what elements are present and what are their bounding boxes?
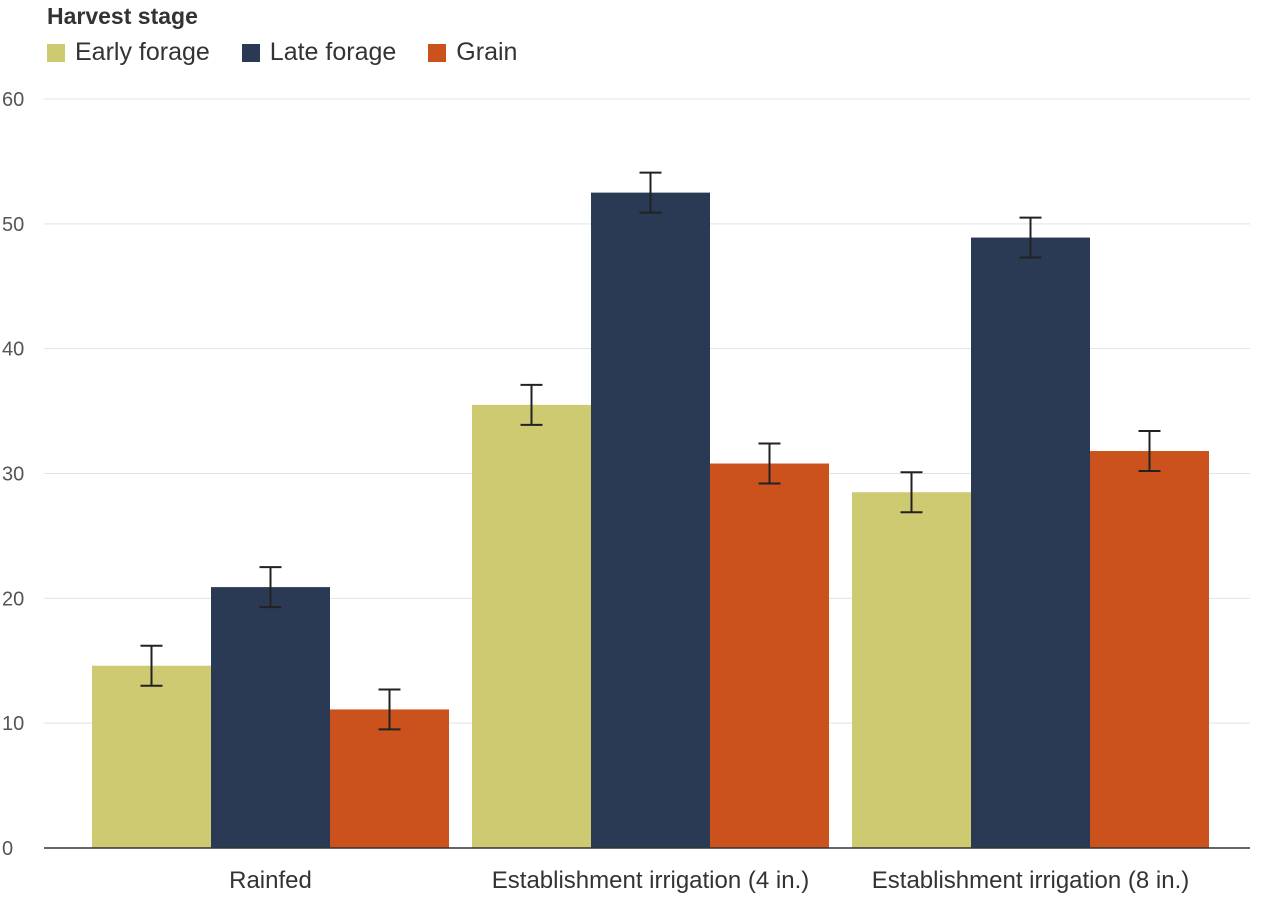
bar bbox=[92, 665, 211, 848]
legend-items: Early forage Late forage Grain bbox=[47, 38, 549, 67]
bar bbox=[710, 463, 829, 848]
bar bbox=[330, 709, 449, 848]
legend: Harvest stage Early forage Late forage Gra… bbox=[47, 0, 549, 67]
error-bar bbox=[758, 442, 781, 485]
error-bar bbox=[140, 644, 163, 687]
legend-label: Grain bbox=[456, 38, 518, 66]
legend-swatch bbox=[241, 43, 260, 62]
legend-label: Late forage bbox=[269, 38, 397, 66]
legend-item: Late forage bbox=[241, 38, 397, 67]
bar bbox=[1090, 451, 1209, 848]
x-category-label: Establishment irrigation (4 in.) bbox=[492, 867, 809, 894]
error-bars bbox=[140, 171, 1161, 731]
x-axis-categories: Rainfed Establishment irrigation (4 in.) E… bbox=[229, 867, 1189, 894]
error-bar bbox=[1138, 430, 1161, 473]
bars bbox=[92, 192, 1209, 848]
error-bar bbox=[639, 171, 662, 214]
bar bbox=[591, 192, 710, 848]
legend-swatch bbox=[47, 43, 65, 62]
legend-item: Early forage bbox=[47, 38, 210, 67]
y-tick-label: 60 bbox=[2, 89, 24, 111]
legend-swatch bbox=[428, 43, 447, 62]
error-bar bbox=[520, 383, 543, 426]
x-category-label: Rainfed bbox=[229, 867, 312, 894]
y-tick-label: 30 bbox=[2, 464, 24, 486]
bar bbox=[971, 237, 1090, 848]
legend-label: Early forage bbox=[75, 38, 210, 66]
error-bar bbox=[900, 471, 923, 514]
legend-title: Harvest stage bbox=[47, 3, 198, 29]
y-tick-label: 0 bbox=[2, 838, 13, 860]
bar bbox=[472, 404, 591, 848]
y-tick-label: 50 bbox=[2, 214, 24, 236]
error-bar bbox=[1019, 216, 1042, 259]
y-tick-label: 20 bbox=[2, 588, 24, 610]
error-bar bbox=[378, 688, 401, 731]
y-tick-label: 40 bbox=[2, 339, 24, 361]
x-category-label: Establishment irrigation (8 in.) bbox=[872, 867, 1189, 894]
legend-item: Grain bbox=[428, 38, 517, 67]
bar bbox=[852, 492, 971, 848]
error-bar bbox=[259, 566, 282, 609]
y-axis-ticks: 0 10 20 30 40 50 60 bbox=[2, 89, 24, 860]
y-tick-label: 10 bbox=[2, 713, 24, 735]
bar bbox=[211, 587, 330, 848]
